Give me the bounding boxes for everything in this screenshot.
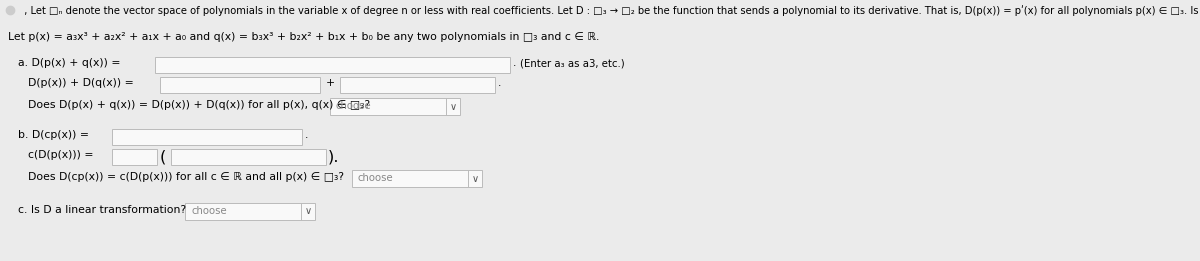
FancyBboxPatch shape bbox=[155, 57, 510, 73]
Text: b. D(cp(x)) =: b. D(cp(x)) = bbox=[18, 130, 89, 140]
Text: c. Is D a linear transformation?: c. Is D a linear transformation? bbox=[18, 205, 186, 215]
Text: Let p(x) = a₃x³ + a₂x² + a₁x + a₀ and q(x) = b₃x³ + b₂x² + b₁x + b₀ be any two p: Let p(x) = a₃x³ + a₂x² + a₁x + a₀ and q(… bbox=[8, 32, 599, 42]
FancyBboxPatch shape bbox=[112, 129, 302, 145]
Text: choose: choose bbox=[358, 173, 394, 183]
FancyBboxPatch shape bbox=[340, 77, 496, 93]
FancyBboxPatch shape bbox=[330, 98, 460, 115]
Text: ).: ). bbox=[328, 150, 340, 165]
Text: ∨: ∨ bbox=[450, 102, 456, 111]
FancyBboxPatch shape bbox=[112, 149, 157, 165]
Text: .: . bbox=[305, 130, 308, 140]
Text: .: . bbox=[498, 78, 502, 88]
Text: , Let □ₙ denote the vector space of polynomials in the variable x of degree n or: , Let □ₙ denote the vector space of poly… bbox=[18, 5, 1200, 16]
Text: (: ( bbox=[160, 150, 167, 165]
Text: +: + bbox=[326, 78, 335, 88]
Text: c(D(p(x))) =: c(D(p(x))) = bbox=[28, 150, 94, 160]
FancyBboxPatch shape bbox=[185, 203, 314, 220]
FancyBboxPatch shape bbox=[172, 149, 326, 165]
FancyBboxPatch shape bbox=[352, 170, 482, 187]
Text: choose: choose bbox=[191, 206, 227, 216]
Text: D(p(x)) + D(q(x)) =: D(p(x)) + D(q(x)) = bbox=[28, 78, 133, 88]
Text: Does D(cp(x)) = c(D(p(x))) for all c ∈ ℝ and all p(x) ∈ □₃?: Does D(cp(x)) = c(D(p(x))) for all c ∈ ℝ… bbox=[28, 172, 344, 182]
Text: choose: choose bbox=[336, 101, 372, 111]
Text: ∨: ∨ bbox=[472, 174, 479, 183]
Text: .: . bbox=[514, 58, 516, 68]
Text: a. D(p(x) + q(x)) =: a. D(p(x) + q(x)) = bbox=[18, 58, 120, 68]
Text: Does D(p(x) + q(x)) = D(p(x)) + D(q(x)) for all p(x), q(x) ∈ □₃?: Does D(p(x) + q(x)) = D(p(x)) + D(q(x)) … bbox=[28, 100, 370, 110]
Text: ∨: ∨ bbox=[305, 206, 312, 217]
Text: (Enter a₃ as a3, etc.): (Enter a₃ as a3, etc.) bbox=[520, 58, 625, 68]
FancyBboxPatch shape bbox=[160, 77, 320, 93]
